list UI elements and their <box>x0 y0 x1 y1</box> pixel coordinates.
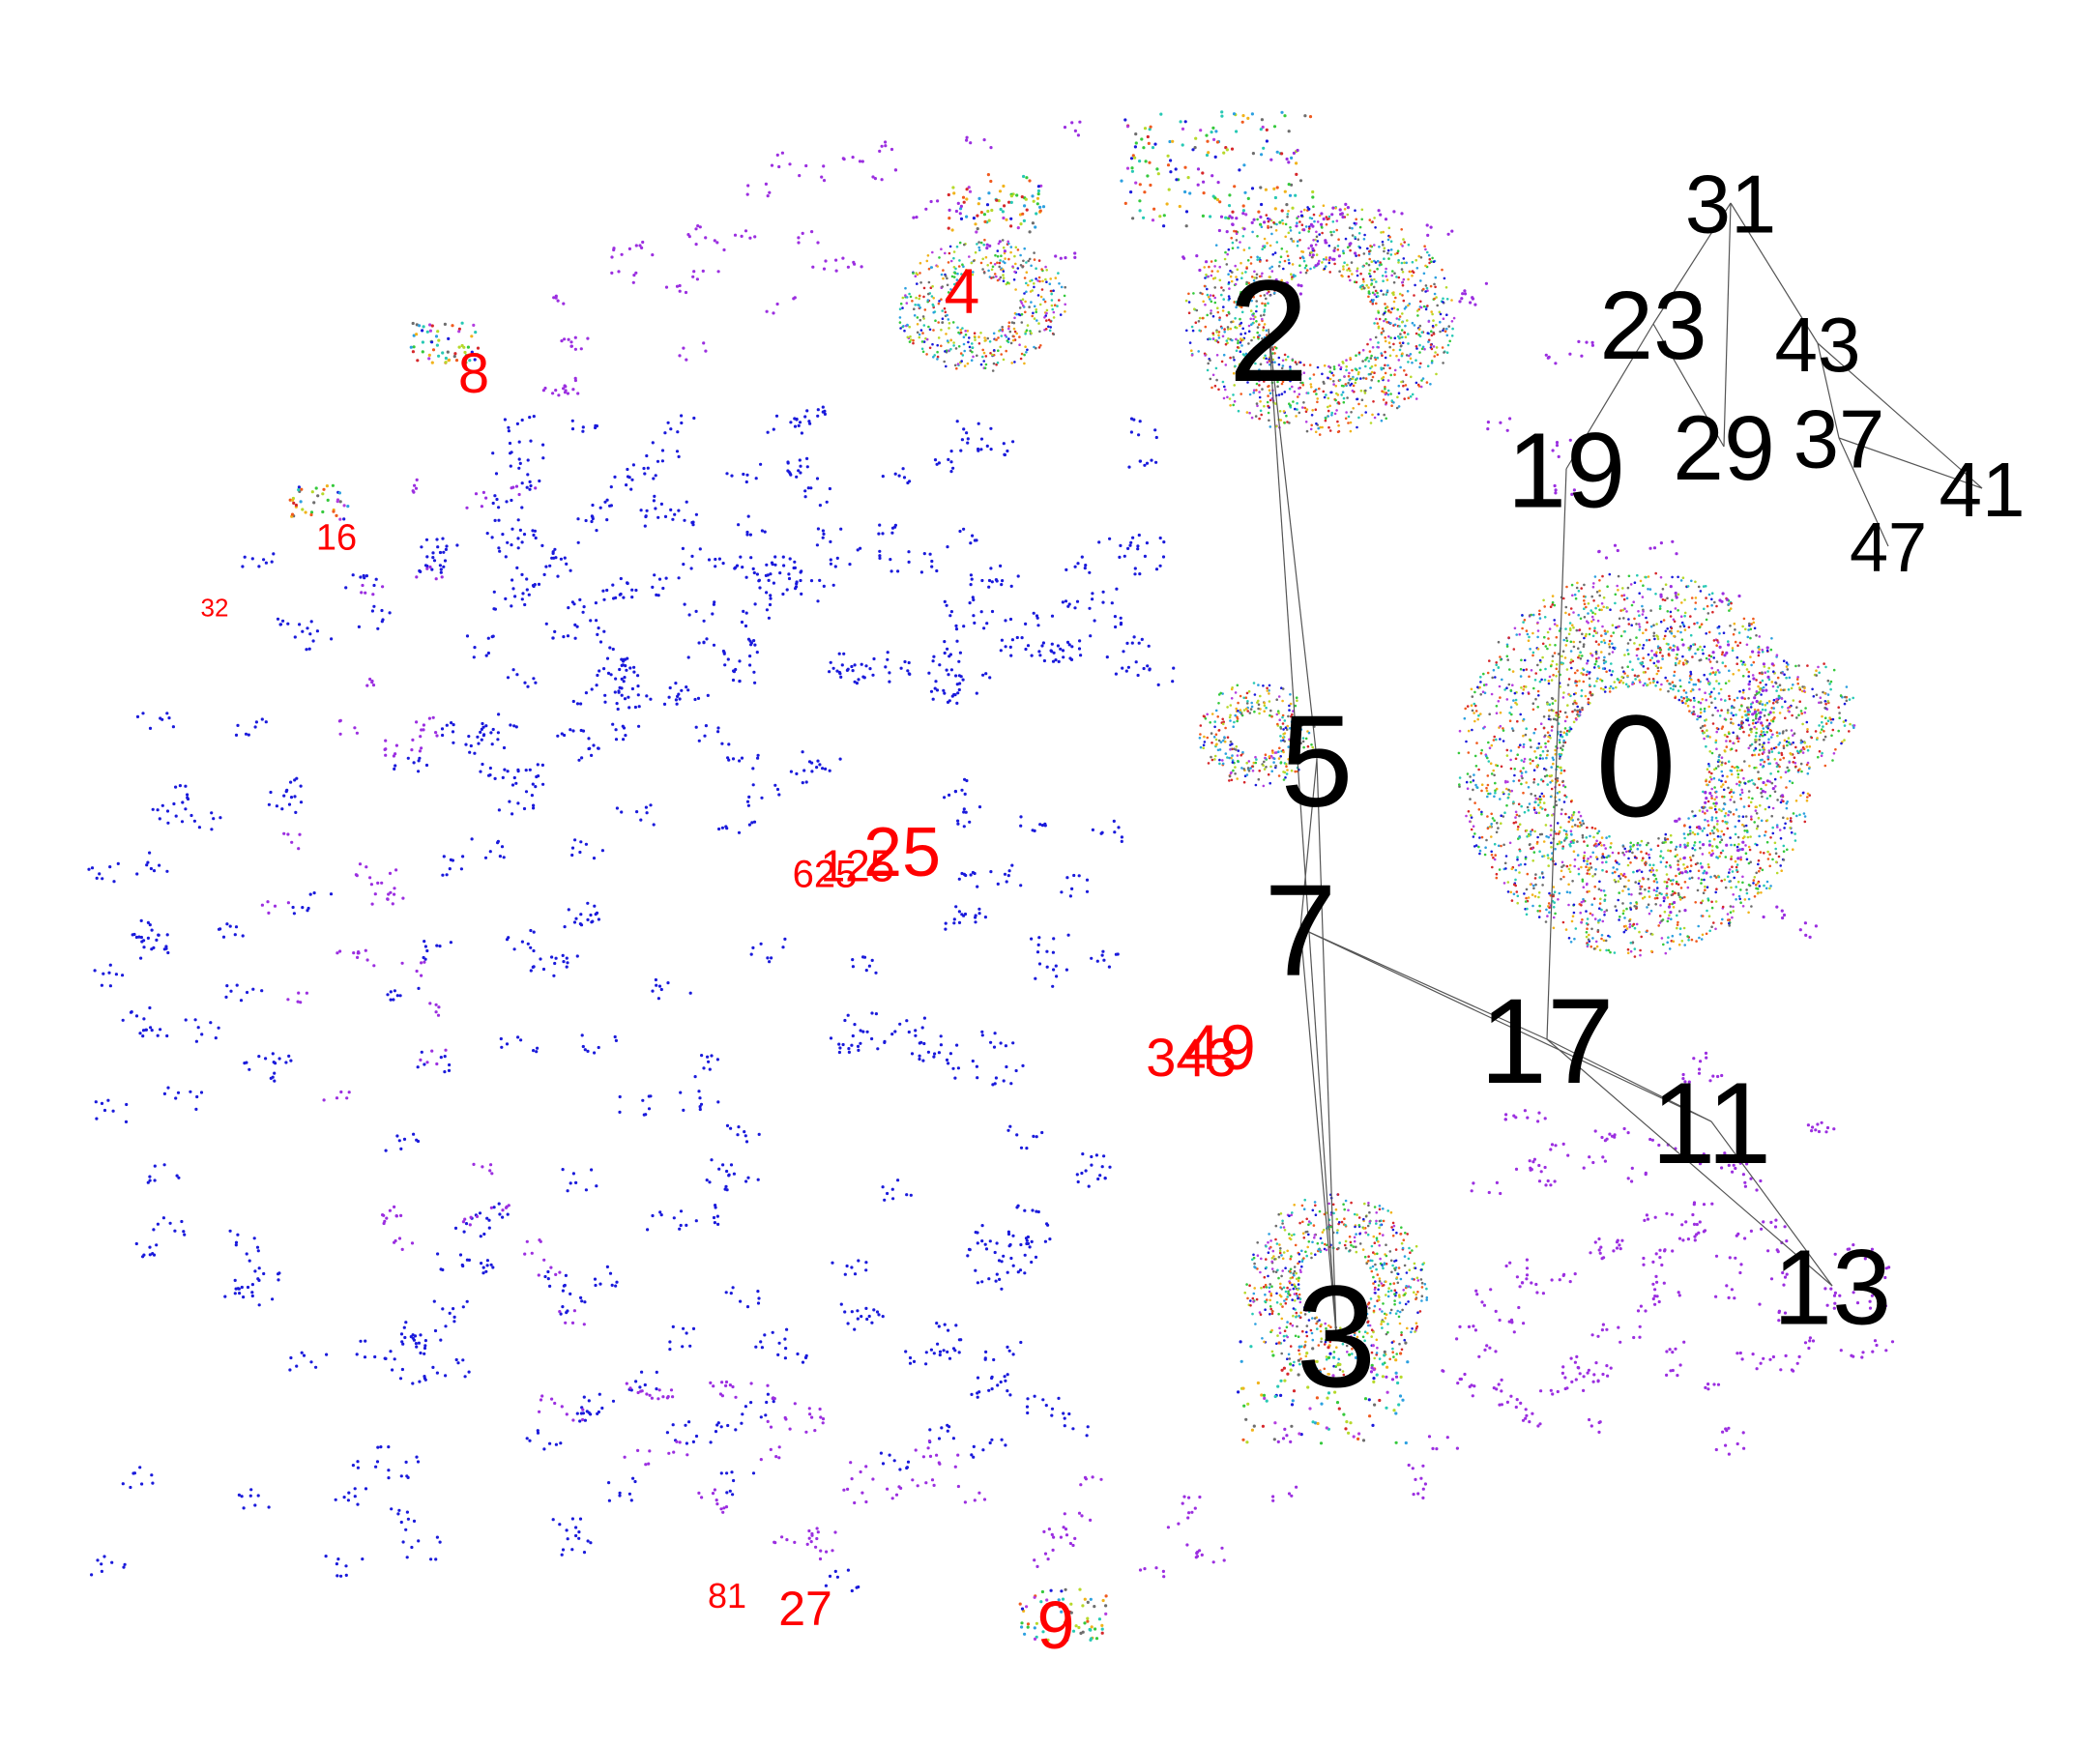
node-label-49: 49 <box>1184 1011 1255 1083</box>
node-label-19: 19 <box>1507 412 1625 531</box>
node-label-31: 31 <box>1685 160 1777 251</box>
edge-n2-n5 <box>1268 328 1318 760</box>
node-label-32: 32 <box>201 593 229 622</box>
edge-n37-n47 <box>1838 437 1889 547</box>
point-cloud <box>87 110 1895 1642</box>
node-label-3: 3 <box>1296 1255 1376 1417</box>
node-label-81: 81 <box>708 1576 746 1615</box>
node-label-27: 27 <box>778 1582 832 1636</box>
edge-n17-n13 <box>1546 1038 1833 1287</box>
edge-n31-n43 <box>1730 202 1819 344</box>
edge-n31-n29 <box>1723 202 1732 448</box>
node-label-11: 11 <box>1651 1059 1772 1188</box>
node-label-17: 17 <box>1479 975 1614 1109</box>
node-label-625: 625 <box>793 853 858 895</box>
edge-n11-n13 <box>1710 1120 1833 1287</box>
edge-n23-n29 <box>1652 323 1725 448</box>
edge-n43-n37 <box>1817 342 1840 439</box>
edge-n5-n3 <box>1316 758 1337 1335</box>
edge-n17-n19 <box>1546 468 1567 1040</box>
edge-n2-n3 <box>1268 328 1337 1335</box>
edge-n7-n3 <box>1299 927 1337 1335</box>
node-label-16: 16 <box>316 518 357 559</box>
edge-n7-n11 <box>1299 927 1712 1122</box>
node-label-13: 13 <box>1773 1229 1891 1348</box>
node-label-47: 47 <box>1850 509 1927 587</box>
node-label-0: 0 <box>1595 684 1676 847</box>
node-label-9: 9 <box>1037 1587 1075 1663</box>
node-label-41: 41 <box>1940 447 2026 533</box>
node-label-5: 5 <box>1280 688 1353 834</box>
node-label-343: 343 <box>1146 1027 1236 1088</box>
node-label-29: 29 <box>1673 397 1775 500</box>
node-label-2: 2 <box>1228 249 1308 412</box>
edge-n37-n41 <box>1838 437 1983 489</box>
node-label-25: 25 <box>863 814 941 891</box>
edge-n17-n11 <box>1546 1038 1712 1122</box>
node-label-4: 4 <box>945 255 980 327</box>
edge-n7-n17 <box>1299 927 1548 1040</box>
node-label-7: 7 <box>1264 858 1336 1004</box>
edge-n5-n7 <box>1299 758 1318 929</box>
node-label-125: 125 <box>821 841 895 891</box>
edge-n43-n41 <box>1817 342 1983 489</box>
edge-n19-n23 <box>1565 323 1654 470</box>
label-layer: 0235711131719232931374143474816322512562… <box>201 160 2026 1664</box>
node-label-23: 23 <box>1599 272 1706 380</box>
node-label-8: 8 <box>458 342 489 405</box>
edge-n23-n31 <box>1652 202 1732 325</box>
node-label-43: 43 <box>1775 302 1861 388</box>
node-label-37: 37 <box>1794 394 1885 486</box>
edge-layer <box>1268 202 1983 1335</box>
